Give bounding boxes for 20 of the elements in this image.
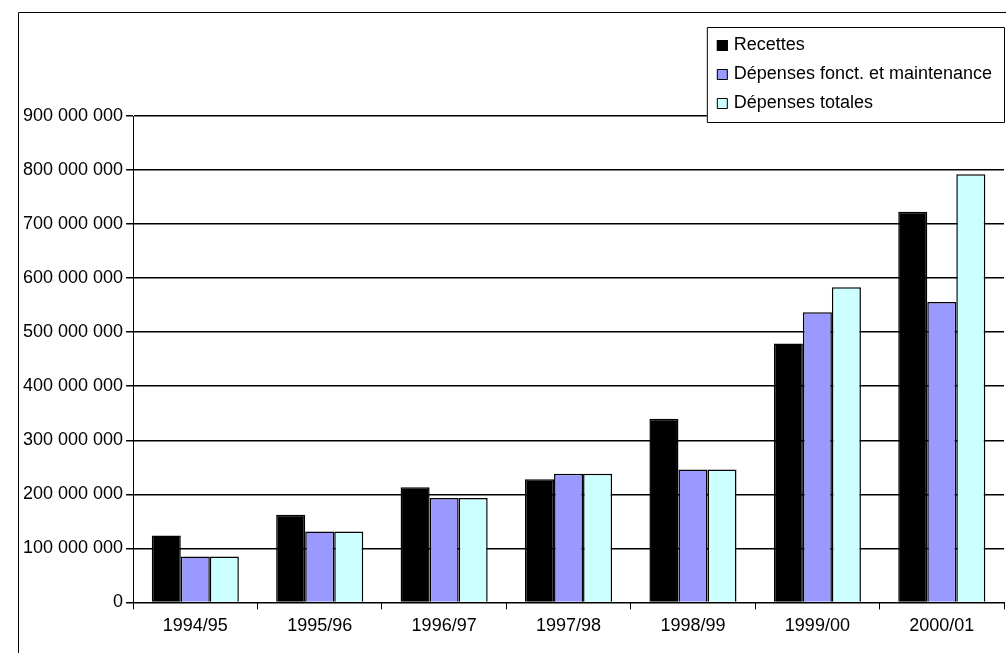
legend-label: Dépenses totales <box>733 92 873 113</box>
legend-label: Dépenses fonct. et maintenance <box>733 63 993 84</box>
x-tick-label: 1998/99 <box>660 615 726 636</box>
y-tick-label: 0 <box>113 591 124 612</box>
x-tick-label: 2000/01 <box>909 615 975 636</box>
x-tick-label: 1999/00 <box>784 615 850 636</box>
y-tick-label: 800 000 000 <box>22 159 124 180</box>
y-tick-label: 400 000 000 <box>22 375 124 396</box>
y-tick-label: 500 000 000 <box>22 321 124 342</box>
x-tick-label: 1997/98 <box>536 615 602 636</box>
y-tick-label: 100 000 000 <box>22 537 124 558</box>
x-tick-label: 1995/96 <box>287 615 353 636</box>
y-tick-label: 900 000 000 <box>22 104 124 125</box>
x-tick-label: 1996/97 <box>411 615 477 636</box>
legend-label: Recettes <box>733 34 805 55</box>
y-tick-label: 300 000 000 <box>22 429 124 450</box>
y-tick-label: 600 000 000 <box>22 267 124 288</box>
x-tick-label: 1994/95 <box>162 615 228 636</box>
y-tick-label: 700 000 000 <box>22 213 124 234</box>
y-tick-label: 200 000 000 <box>22 483 124 504</box>
